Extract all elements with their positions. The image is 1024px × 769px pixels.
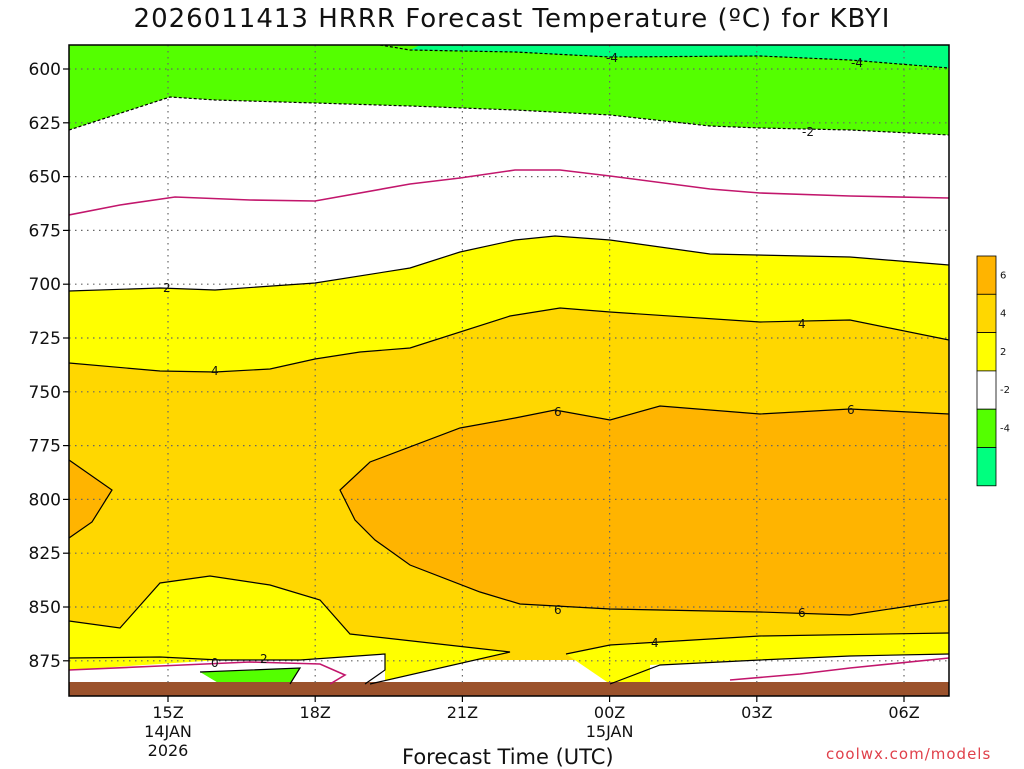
- colorbar-tick-label: 2: [1000, 347, 1006, 358]
- colorbar-swatch: [976, 332, 997, 372]
- clabel-4-c: 4: [651, 636, 659, 650]
- y-tick-label: 675: [29, 221, 61, 241]
- x-tick-label: 00Z: [594, 703, 625, 722]
- colorbar-tick-label: 4: [1000, 309, 1006, 320]
- colorbar: 6 4 2 -2 -4: [976, 255, 1010, 487]
- clabel-6-a: 6: [554, 405, 562, 419]
- clabel-minus4-b: -4: [851, 56, 863, 70]
- chart-title: 2026011413 HRRR Forecast Temperature (ºC…: [133, 4, 891, 34]
- contour-minus4: [379, 45, 949, 69]
- y-tick-label: 875: [29, 652, 61, 672]
- contour-4-lower-right: [565, 632, 949, 655]
- contour-2-lower: [69, 653, 386, 685]
- clabel-minus2: -2: [802, 125, 814, 139]
- x-tick-label: 18Z: [300, 703, 331, 722]
- fill-6-plus: [340, 406, 949, 615]
- colorbar-swatch: [976, 255, 997, 295]
- x-tick-sublabel: 2026: [148, 741, 189, 760]
- freezing-line-lower-right: [729, 657, 949, 681]
- contour-labels: -4 -4 -2 2 4 4 6 6 6 6 4 0 2: [163, 51, 863, 670]
- colorbar-swatch: [976, 408, 997, 448]
- fill-0-2-ground: [69, 654, 385, 684]
- freezing-line-upper: [69, 169, 949, 216]
- freezing-line-lower: [69, 661, 347, 685]
- y-tick-label: 775: [29, 437, 61, 457]
- x-tick-sublabel: 14JAN: [144, 722, 192, 741]
- grid: [69, 45, 949, 684]
- x-tick-label: 21Z: [447, 703, 478, 722]
- colorbar-tick-label: 6: [1000, 270, 1006, 281]
- plot-frame: [68, 44, 950, 697]
- contours: [69, 45, 949, 685]
- clabel-6-d: 6: [798, 606, 806, 620]
- y-tick-label: 700: [29, 275, 61, 295]
- y-axis: 600 625 650 675 700 725 750 775 800 825 850 875: [29, 60, 69, 672]
- plot-fill: [69, 45, 949, 696]
- x-tick-sublabel: 15JAN: [586, 722, 634, 741]
- contour-6: [339, 405, 949, 616]
- contour-2-lower-right: [609, 653, 949, 685]
- clabel-0: 0: [211, 656, 219, 670]
- clabel-6-b: 6: [847, 403, 855, 417]
- clabel-6-c: 6: [554, 603, 562, 617]
- y-tick-label: 750: [29, 383, 61, 403]
- clabel-2-b: 2: [260, 652, 268, 666]
- clabel-minus4-a: -4: [606, 51, 618, 65]
- clabel-4-a: 4: [211, 364, 219, 378]
- colorbar-swatch: [976, 447, 997, 487]
- x-tick-label: 15Z: [152, 703, 183, 722]
- y-tick-label: 650: [29, 168, 61, 188]
- y-tick-label: 825: [29, 544, 61, 564]
- watermark: coolwx.com/models: [826, 745, 992, 763]
- contour-4: [69, 307, 949, 373]
- contour-6-left: [69, 459, 113, 539]
- colorbar-swatch: [976, 293, 997, 333]
- y-tick-label: 725: [29, 329, 61, 349]
- ground: [69, 682, 949, 696]
- contour-0-lower: [199, 667, 302, 685]
- fill-cold-upper: [69, 45, 949, 135]
- fill-2-4-upper: [69, 236, 949, 372]
- contour-2: [69, 235, 949, 292]
- clabel-2: 2: [163, 281, 171, 295]
- x-axis-label: Forecast Time (UTC): [402, 745, 614, 769]
- x-tick-label: 03Z: [741, 703, 772, 722]
- fill-0-2-ground-right: [650, 654, 949, 684]
- fill-2-4-lower: [69, 576, 510, 684]
- y-tick-label: 600: [29, 60, 61, 80]
- y-tick-label: 850: [29, 598, 61, 618]
- fill-6-plus-left: [69, 460, 112, 538]
- clabel-4-b: 4: [798, 317, 806, 331]
- y-tick-label: 800: [29, 490, 61, 510]
- colorbar-tick-label: -2: [1000, 385, 1010, 396]
- x-tick-label: 06Z: [888, 703, 919, 722]
- colorbar-tick-label: -4: [1000, 424, 1010, 435]
- y-tick-label: 625: [29, 114, 61, 134]
- fill-below-0-ground: [200, 668, 300, 684]
- contour-4-lower: [69, 575, 511, 685]
- contour-minus2: [69, 96, 949, 136]
- colorbar-swatch: [976, 370, 997, 410]
